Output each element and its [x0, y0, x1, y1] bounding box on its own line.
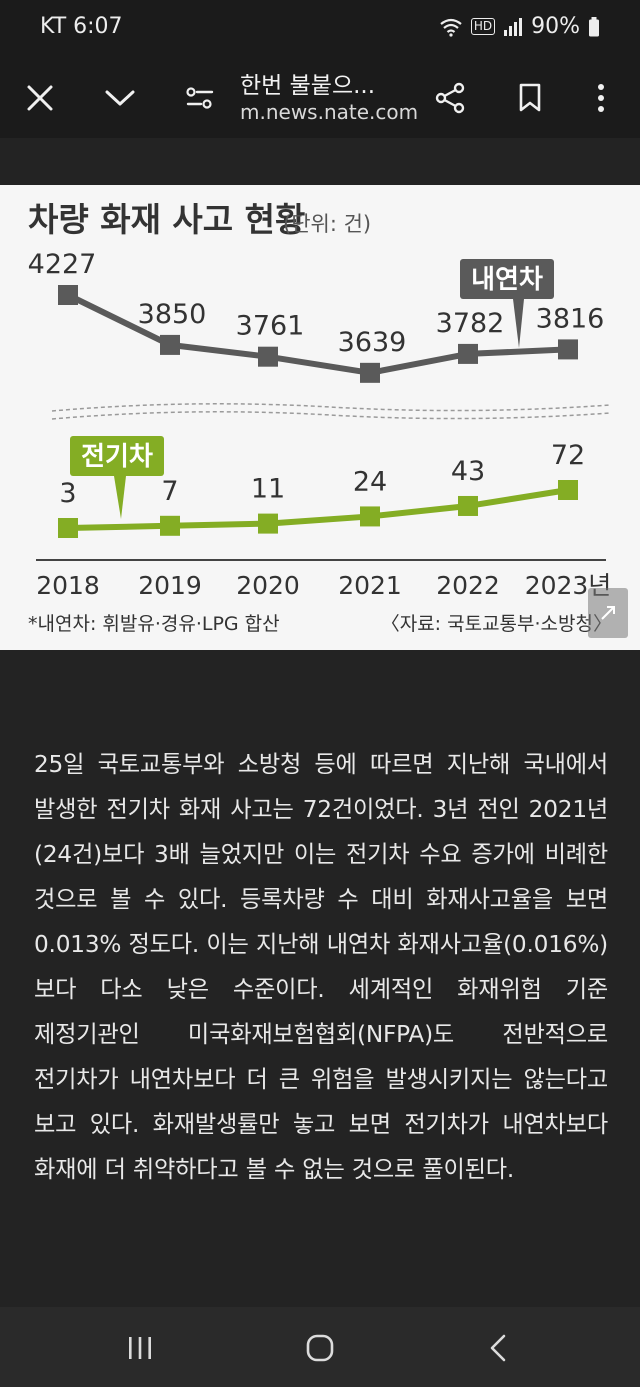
close-button[interactable]: [14, 72, 66, 124]
data-label-ice: 4227: [28, 249, 97, 280]
series-line-ev: [67, 487, 569, 531]
data-label-ev: 43: [451, 456, 485, 487]
x-tick-label: 2019: [138, 571, 202, 600]
data-label-ice: 3850: [138, 299, 207, 330]
data-point-ev: [258, 513, 278, 534]
page-url[interactable]: m.news.nate.com: [240, 100, 419, 124]
data-point-ev: [360, 506, 380, 527]
close-icon: [27, 85, 53, 111]
status-icons: HD 90%: [439, 14, 600, 39]
status-time: KT 6:07: [40, 14, 123, 39]
data-point-ice: [458, 343, 478, 364]
data-point-ev: [558, 480, 578, 500]
chevron-down-icon: [105, 90, 135, 106]
data-point-ev: [58, 518, 78, 538]
data-point-ice: [160, 334, 180, 355]
data-point-ice: [360, 362, 380, 383]
wifi-icon: [440, 18, 462, 37]
data-point-ice: [58, 285, 78, 305]
back-button[interactable]: [468, 1323, 528, 1373]
data-point-ev: [160, 515, 180, 536]
back-icon: [490, 1334, 506, 1362]
more-options-button[interactable]: [575, 72, 627, 124]
page-settings-button[interactable]: [174, 72, 226, 124]
data-label-ev: 72: [551, 440, 585, 471]
bookmark-icon: [519, 83, 541, 112]
data-label-ice: 3639: [338, 327, 407, 358]
axis-break-line: [51, 411, 611, 420]
network-badge: HD: [470, 18, 496, 35]
article-figure: 차량 화재 사고 현황 (단위: 건) 4227 3850 3761 3639 3782…: [0, 185, 640, 650]
signal-icon: [504, 17, 523, 36]
data-label-ev: 24: [353, 466, 387, 497]
series-name-ice: 내연차: [471, 265, 543, 295]
chart-unit: (단위: 건): [283, 212, 371, 236]
series-label-ice: 내연차: [460, 259, 554, 348]
share-icon: [435, 82, 465, 114]
data-label-ice: 3816: [536, 303, 605, 334]
recents-icon: [129, 1337, 151, 1359]
vehicle-fire-chart: 차량 화재 사고 현황 (단위: 건) 4227 3850 3761 3639 3782…: [28, 200, 612, 635]
data-label-ev: 7: [161, 476, 178, 507]
navigation-bar: [0, 1307, 640, 1387]
expand-icon: [601, 606, 615, 620]
page-title: 한번 불붙으...: [240, 73, 376, 99]
recents-button[interactable]: [110, 1323, 170, 1373]
status-bar: KT 6:07 HD 90%: [0, 0, 640, 58]
series-line-ice: [66, 292, 569, 376]
battery-icon: [589, 16, 599, 36]
share-button[interactable]: [424, 72, 476, 124]
data-point-ice: [558, 339, 578, 360]
series-name-ev: 전기차: [81, 442, 153, 472]
axis-break-line: [51, 403, 611, 412]
data-point-ice: [258, 346, 278, 367]
chart-source: 〈자료: 국토교통부·소방청〉: [381, 613, 612, 635]
article-body: 25일 국토교통부와 소방청 등에 따르면 지난해 국내에서 발생한 전기차 화…: [34, 751, 608, 1183]
browser-toolbar: 한번 불붙으... m.news.nate.com: [0, 58, 640, 138]
home-icon: [306, 1334, 334, 1362]
data-label-ev: 3: [59, 478, 76, 509]
data-label-ice: 3782: [436, 308, 505, 339]
expand-image-button[interactable]: [588, 588, 628, 638]
series-label-ev: 전기차: [70, 436, 164, 519]
bookmark-button[interactable]: [504, 72, 556, 124]
data-label-ev: 11: [251, 474, 285, 505]
more-vert-icon: [598, 84, 604, 112]
x-tick-label: 2022: [436, 571, 500, 600]
battery-percent: 90%: [531, 14, 580, 39]
data-label-ice: 3761: [236, 311, 305, 342]
chart-footnote: *내연차: 휘발유·경유·LPG 합산: [28, 613, 280, 635]
home-button[interactable]: [290, 1323, 350, 1373]
x-tick-label: 2018: [36, 571, 100, 600]
data-point-ev: [458, 495, 478, 516]
chart-title: 차량 화재 사고 현황: [28, 200, 305, 239]
collapse-button[interactable]: [94, 72, 146, 124]
tune-icon: [186, 87, 214, 109]
x-tick-label: 2020: [236, 571, 300, 600]
x-tick-label: 2021: [338, 571, 402, 600]
